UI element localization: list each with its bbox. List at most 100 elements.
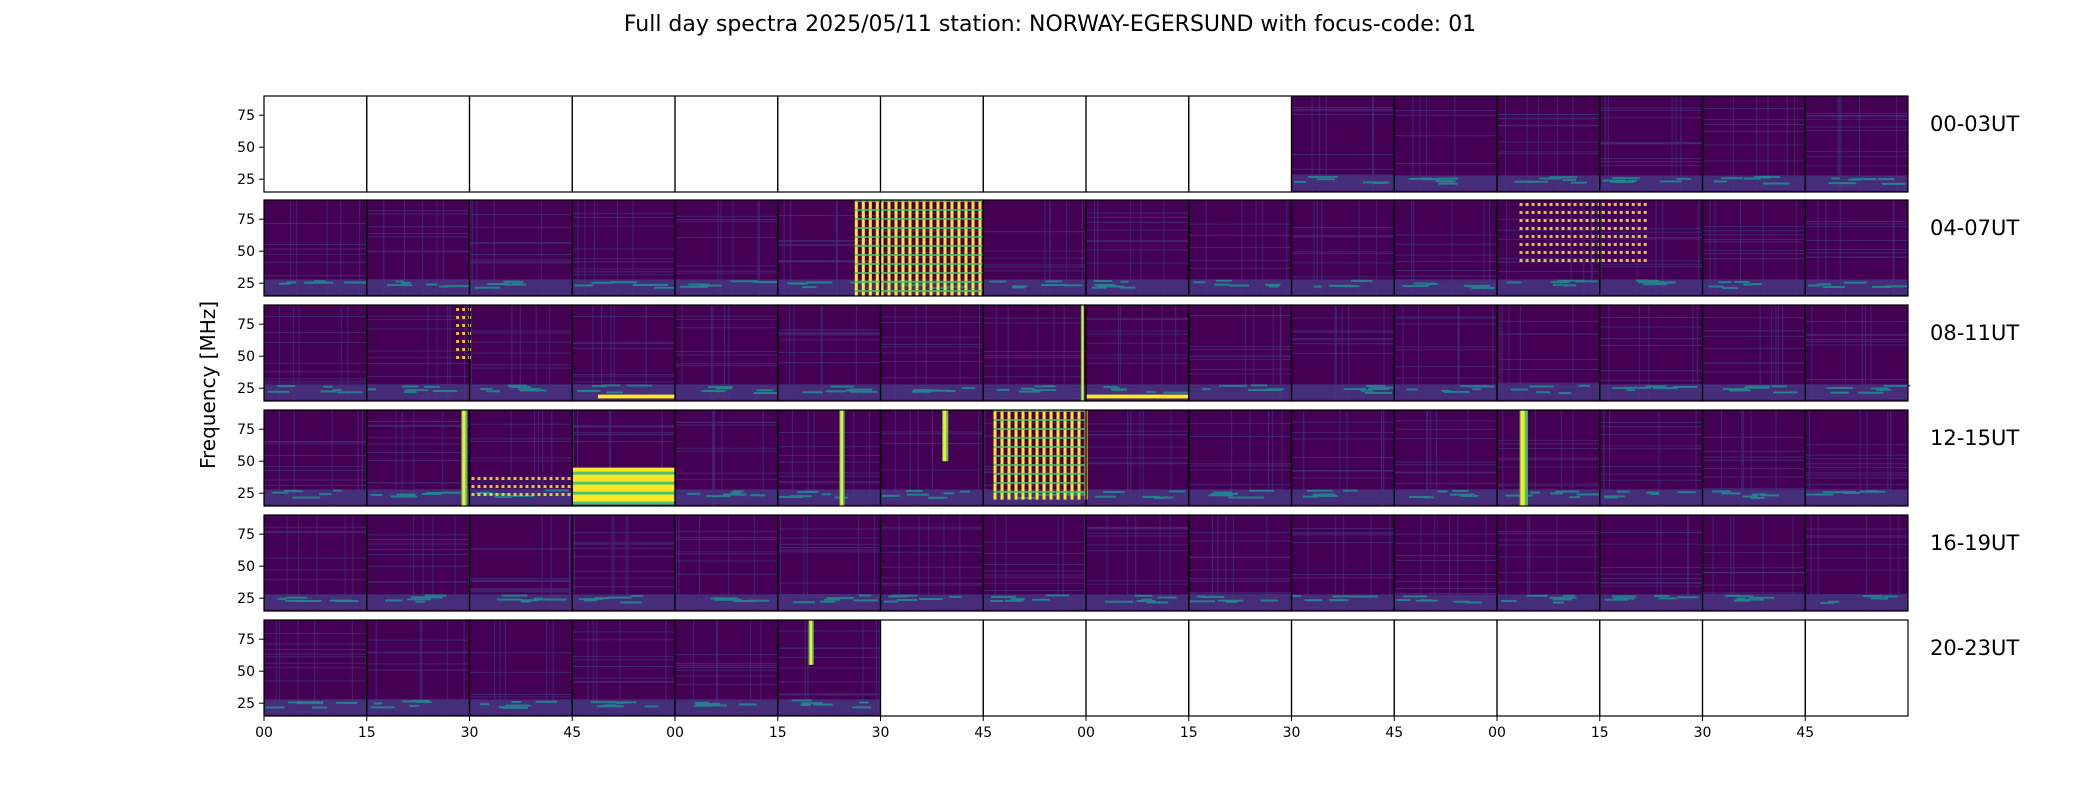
panel-border [1804,304,1909,402]
spectrum-panel [1188,515,1292,611]
spectrum-panel [1086,515,1189,611]
spectrum-panel [880,410,984,506]
y-tick-label: 25 [237,381,255,397]
spectrum-panel [1188,200,1292,296]
spectrum-panel [264,410,367,506]
spectrum-panel [675,410,778,506]
spectrum-panel [675,96,778,192]
y-tick-label: 50 [237,349,255,365]
spectra-row-12-15ut: 25 50 75 12-15UT [237,409,2019,507]
y-tick-label: 25 [237,486,255,502]
y-tick-label: 75 [237,632,255,648]
spectrum-panel [264,200,369,296]
spectrum-panel [1805,200,1909,296]
burst-vline [1080,305,1084,401]
spectrum-panel [983,515,1086,611]
spectrum-panel [366,305,470,401]
row-label-04-07ut: 04-07UT [1930,216,2019,240]
spectrum-panel [1599,96,1703,192]
spectra-row-04-07ut: 25 50 75 04-07UT [237,199,2019,297]
spectrum-panel [1497,410,1604,506]
spectrum-panel [1291,620,1395,716]
spectra-row-16-19ut: 25 50 75 16-19UT [237,514,2019,612]
burst-band [1086,394,1189,399]
spectrum-panel [469,96,573,192]
spectrum-panel [264,620,367,716]
panel-border [1804,409,1909,507]
spectrum-panel [366,620,470,716]
spectrum-panel [880,620,984,716]
spectrum-panel [1599,515,1703,611]
row-label-16-19ut: 16-19UT [1930,531,2019,555]
spectrum-panel [983,410,1093,506]
spectrum-panel [1805,620,1908,716]
burst-stripes [854,200,881,296]
x-tick-label: 45 [974,725,992,741]
spectrum-panel [1702,410,1806,506]
spectrum-panel [572,305,675,401]
burst-vline [808,620,814,665]
spectrum-panel [572,620,675,716]
row-label-20-23ut: 20-23UT [1930,636,2019,660]
panel-border [1804,619,1909,717]
y-tick-label: 50 [237,244,255,260]
spectrum-panel [1188,620,1292,716]
x-tick-label: 30 [872,725,890,741]
spectrum-panel [1188,96,1292,192]
panel-border [1804,95,1909,193]
spectrum-panel [777,305,881,401]
spectrum-panel [675,200,779,296]
spectrum-panel [1497,515,1600,611]
spectrum-panel [983,305,1086,401]
spectrum-panel [777,515,881,611]
burst-band [597,394,675,399]
spectrum-panel [983,200,1086,296]
x-tick-label: 15 [769,725,787,741]
spectrum-panel [572,96,675,192]
spectrum-panel [880,96,984,192]
spectrum-panel [1805,410,1908,506]
y-tick-label: 50 [237,454,255,470]
spectra-row-20-23ut: 25 50 75 20-23UT [237,619,2019,717]
spectrum-panel [469,200,573,296]
x-tick-label: 45 [1385,725,1403,741]
spectrum-panel [469,305,573,401]
spectrum-panel [1599,200,1703,296]
spectrum-panel [1497,96,1600,192]
spectrum-panel [264,515,367,611]
spectrum-panel [1086,410,1189,506]
y-tick-label: 75 [237,212,255,228]
spectrum-panel [1394,305,1497,401]
spectrum-panel [777,410,881,506]
spectrum-panel [1702,515,1806,611]
burst-vline [461,410,468,506]
spectrum-panel [572,200,677,296]
spectrum-panel [1394,410,1497,506]
spectrum-panel [1394,96,1498,192]
x-tick-label: 15 [358,725,376,741]
spectrum-panel [366,200,470,296]
spectrum-panel [1291,515,1395,611]
spectrum-panel [1086,620,1189,716]
y-tick-label: 50 [237,664,255,680]
y-tick-label: 25 [237,696,255,712]
x-tick-label: 45 [563,725,581,741]
burst-block [572,467,675,505]
spectrum-panel [1291,200,1395,296]
y-tick-label: 25 [237,172,255,188]
spectrum-panel [1291,410,1395,506]
spectra-row-00-03ut: 25 50 75 00-03UT [237,95,2019,193]
y-tick-label: 25 [237,591,255,607]
burst-vline [942,410,949,462]
spectrum-panel [1599,410,1704,506]
burst-vline [839,410,845,506]
y-tick-label: 75 [237,527,255,543]
spectrum-panel [1599,620,1703,716]
spectrum-panel [469,515,573,611]
spectrum-panel [1702,305,1806,401]
spectrum-panel [1599,305,1703,401]
spectrum-panel [1086,200,1189,296]
x-tick-label: 45 [1796,725,1814,741]
x-tick-label: 00 [1077,725,1095,741]
spectrum-panel [1188,410,1292,506]
